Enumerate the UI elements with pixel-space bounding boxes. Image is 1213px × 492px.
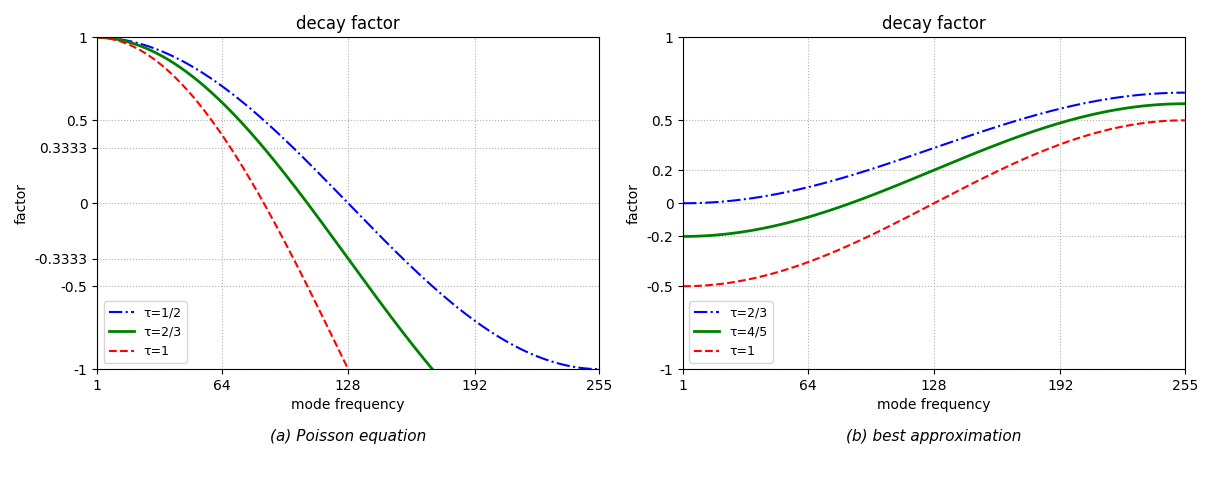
τ=1	[972, 177, 986, 183]
τ=1	[386, 459, 400, 464]
τ=1	[676, 283, 690, 289]
τ=4/5	[972, 149, 986, 154]
Y-axis label: factor: factor	[15, 183, 29, 224]
τ=2/3	[972, 129, 986, 135]
τ=1	[706, 282, 721, 288]
Legend: τ=1/2, τ=2/3, τ=1: τ=1/2, τ=2/3, τ=1	[103, 302, 187, 363]
τ=1	[90, 34, 104, 40]
τ=4/5	[1178, 101, 1192, 107]
τ=1/2	[414, 273, 428, 279]
τ=2/3	[676, 200, 690, 206]
τ=1/2	[592, 366, 606, 372]
τ=2/3	[492, 435, 507, 441]
τ=1	[1178, 118, 1192, 123]
τ=1/2	[492, 335, 507, 340]
τ=1/2	[256, 117, 270, 123]
Title: decay factor: decay factor	[296, 15, 400, 33]
τ=4/5	[706, 232, 721, 238]
τ=1	[1000, 164, 1014, 170]
τ=2/3	[256, 144, 270, 150]
Text: (a) Poisson equation: (a) Poisson equation	[270, 429, 426, 444]
τ=2/3	[842, 173, 856, 179]
τ=4/5	[842, 201, 856, 207]
τ=2/3	[1078, 100, 1093, 106]
τ=1/2	[412, 271, 427, 277]
τ=1/2	[90, 34, 104, 40]
Text: (b) best approximation: (b) best approximation	[847, 429, 1021, 444]
τ=2/3	[998, 121, 1013, 127]
Y-axis label: factor: factor	[627, 183, 642, 224]
τ=4/5	[1078, 113, 1093, 119]
Line: τ=1: τ=1	[683, 121, 1185, 286]
τ=2/3	[592, 477, 606, 483]
τ=1	[998, 165, 1013, 171]
Legend: τ=2/3, τ=4/5, τ=1: τ=2/3, τ=4/5, τ=1	[689, 302, 773, 363]
τ=1	[256, 199, 270, 205]
τ=1/2	[120, 37, 135, 43]
τ=4/5	[998, 139, 1013, 145]
Title: decay factor: decay factor	[882, 15, 986, 33]
Line: τ=2/3: τ=2/3	[683, 92, 1185, 203]
τ=1	[120, 41, 135, 47]
τ=2/3	[120, 39, 135, 45]
X-axis label: mode frequency: mode frequency	[291, 399, 405, 412]
Line: τ=4/5: τ=4/5	[683, 104, 1185, 237]
τ=2/3	[1178, 90, 1192, 95]
X-axis label: mode frequency: mode frequency	[877, 399, 991, 412]
τ=1	[842, 243, 856, 248]
τ=2/3	[386, 317, 400, 323]
τ=2/3	[90, 34, 104, 40]
τ=1/2	[386, 246, 400, 252]
τ=2/3	[414, 353, 428, 359]
τ=4/5	[676, 234, 690, 240]
τ=2/3	[1000, 121, 1014, 126]
τ=1	[1078, 133, 1093, 139]
Line: τ=2/3: τ=2/3	[97, 37, 599, 480]
Line: τ=1: τ=1	[97, 37, 599, 492]
τ=2/3	[706, 199, 721, 205]
τ=4/5	[1000, 138, 1014, 144]
τ=2/3	[412, 350, 427, 356]
Line: τ=1/2: τ=1/2	[97, 37, 599, 369]
